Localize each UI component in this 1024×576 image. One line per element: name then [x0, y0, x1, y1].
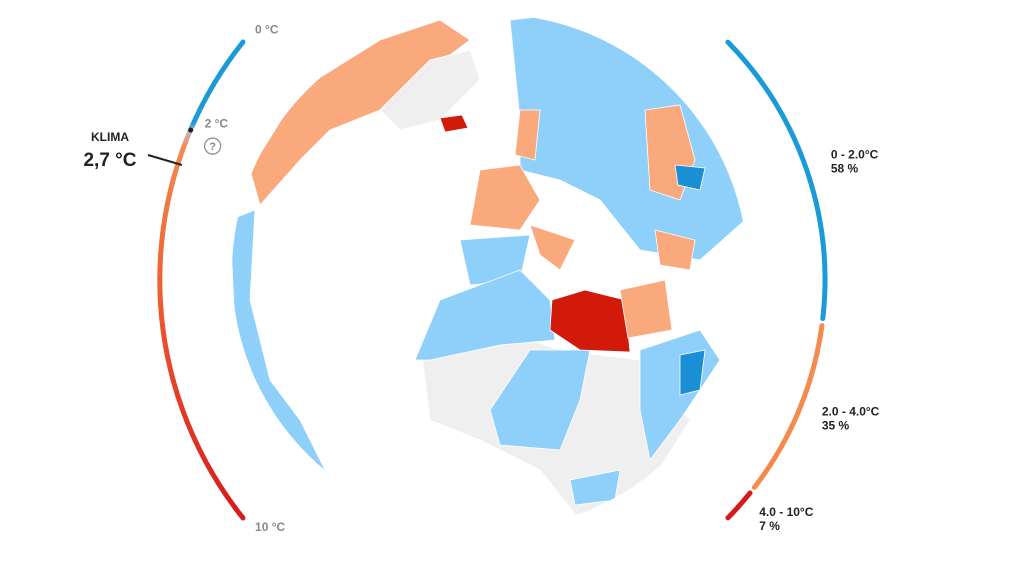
- share-label: 58 %: [831, 161, 859, 175]
- share-arc: [751, 323, 825, 490]
- range-label: 2.0 - 4.0°C: [822, 405, 880, 419]
- share-arc: [725, 39, 828, 322]
- land: [439, 114, 469, 133]
- share-arc: [725, 490, 753, 521]
- land: [514, 109, 541, 161]
- land: [379, 49, 481, 131]
- land: [674, 164, 706, 191]
- temperature-scale: [157, 39, 246, 521]
- tick-mark: [188, 127, 194, 133]
- land: [654, 229, 696, 271]
- current-title: KLIMA: [91, 130, 129, 144]
- share-label: 35 %: [822, 419, 850, 433]
- help-icon: ?: [209, 141, 216, 153]
- land: [469, 164, 541, 231]
- tick-label: 10 °C: [255, 520, 285, 534]
- tick-label: 0 °C: [255, 22, 279, 36]
- globe-map: [232, 14, 746, 521]
- range-label: 0 - 2.0°C: [831, 147, 879, 161]
- land: [549, 289, 631, 353]
- land: [679, 349, 706, 396]
- land: [232, 209, 331, 491]
- help-button[interactable]: [204, 137, 222, 155]
- land: [529, 224, 576, 271]
- current-value: 2,7 °C: [83, 150, 136, 171]
- range-label: 4.0 - 10°C: [759, 505, 813, 519]
- tick-label: 2 °C: [205, 116, 229, 130]
- share-label: 7 %: [759, 519, 780, 533]
- land: [619, 279, 673, 339]
- current-pointer: [147, 154, 183, 166]
- land: [509, 14, 746, 261]
